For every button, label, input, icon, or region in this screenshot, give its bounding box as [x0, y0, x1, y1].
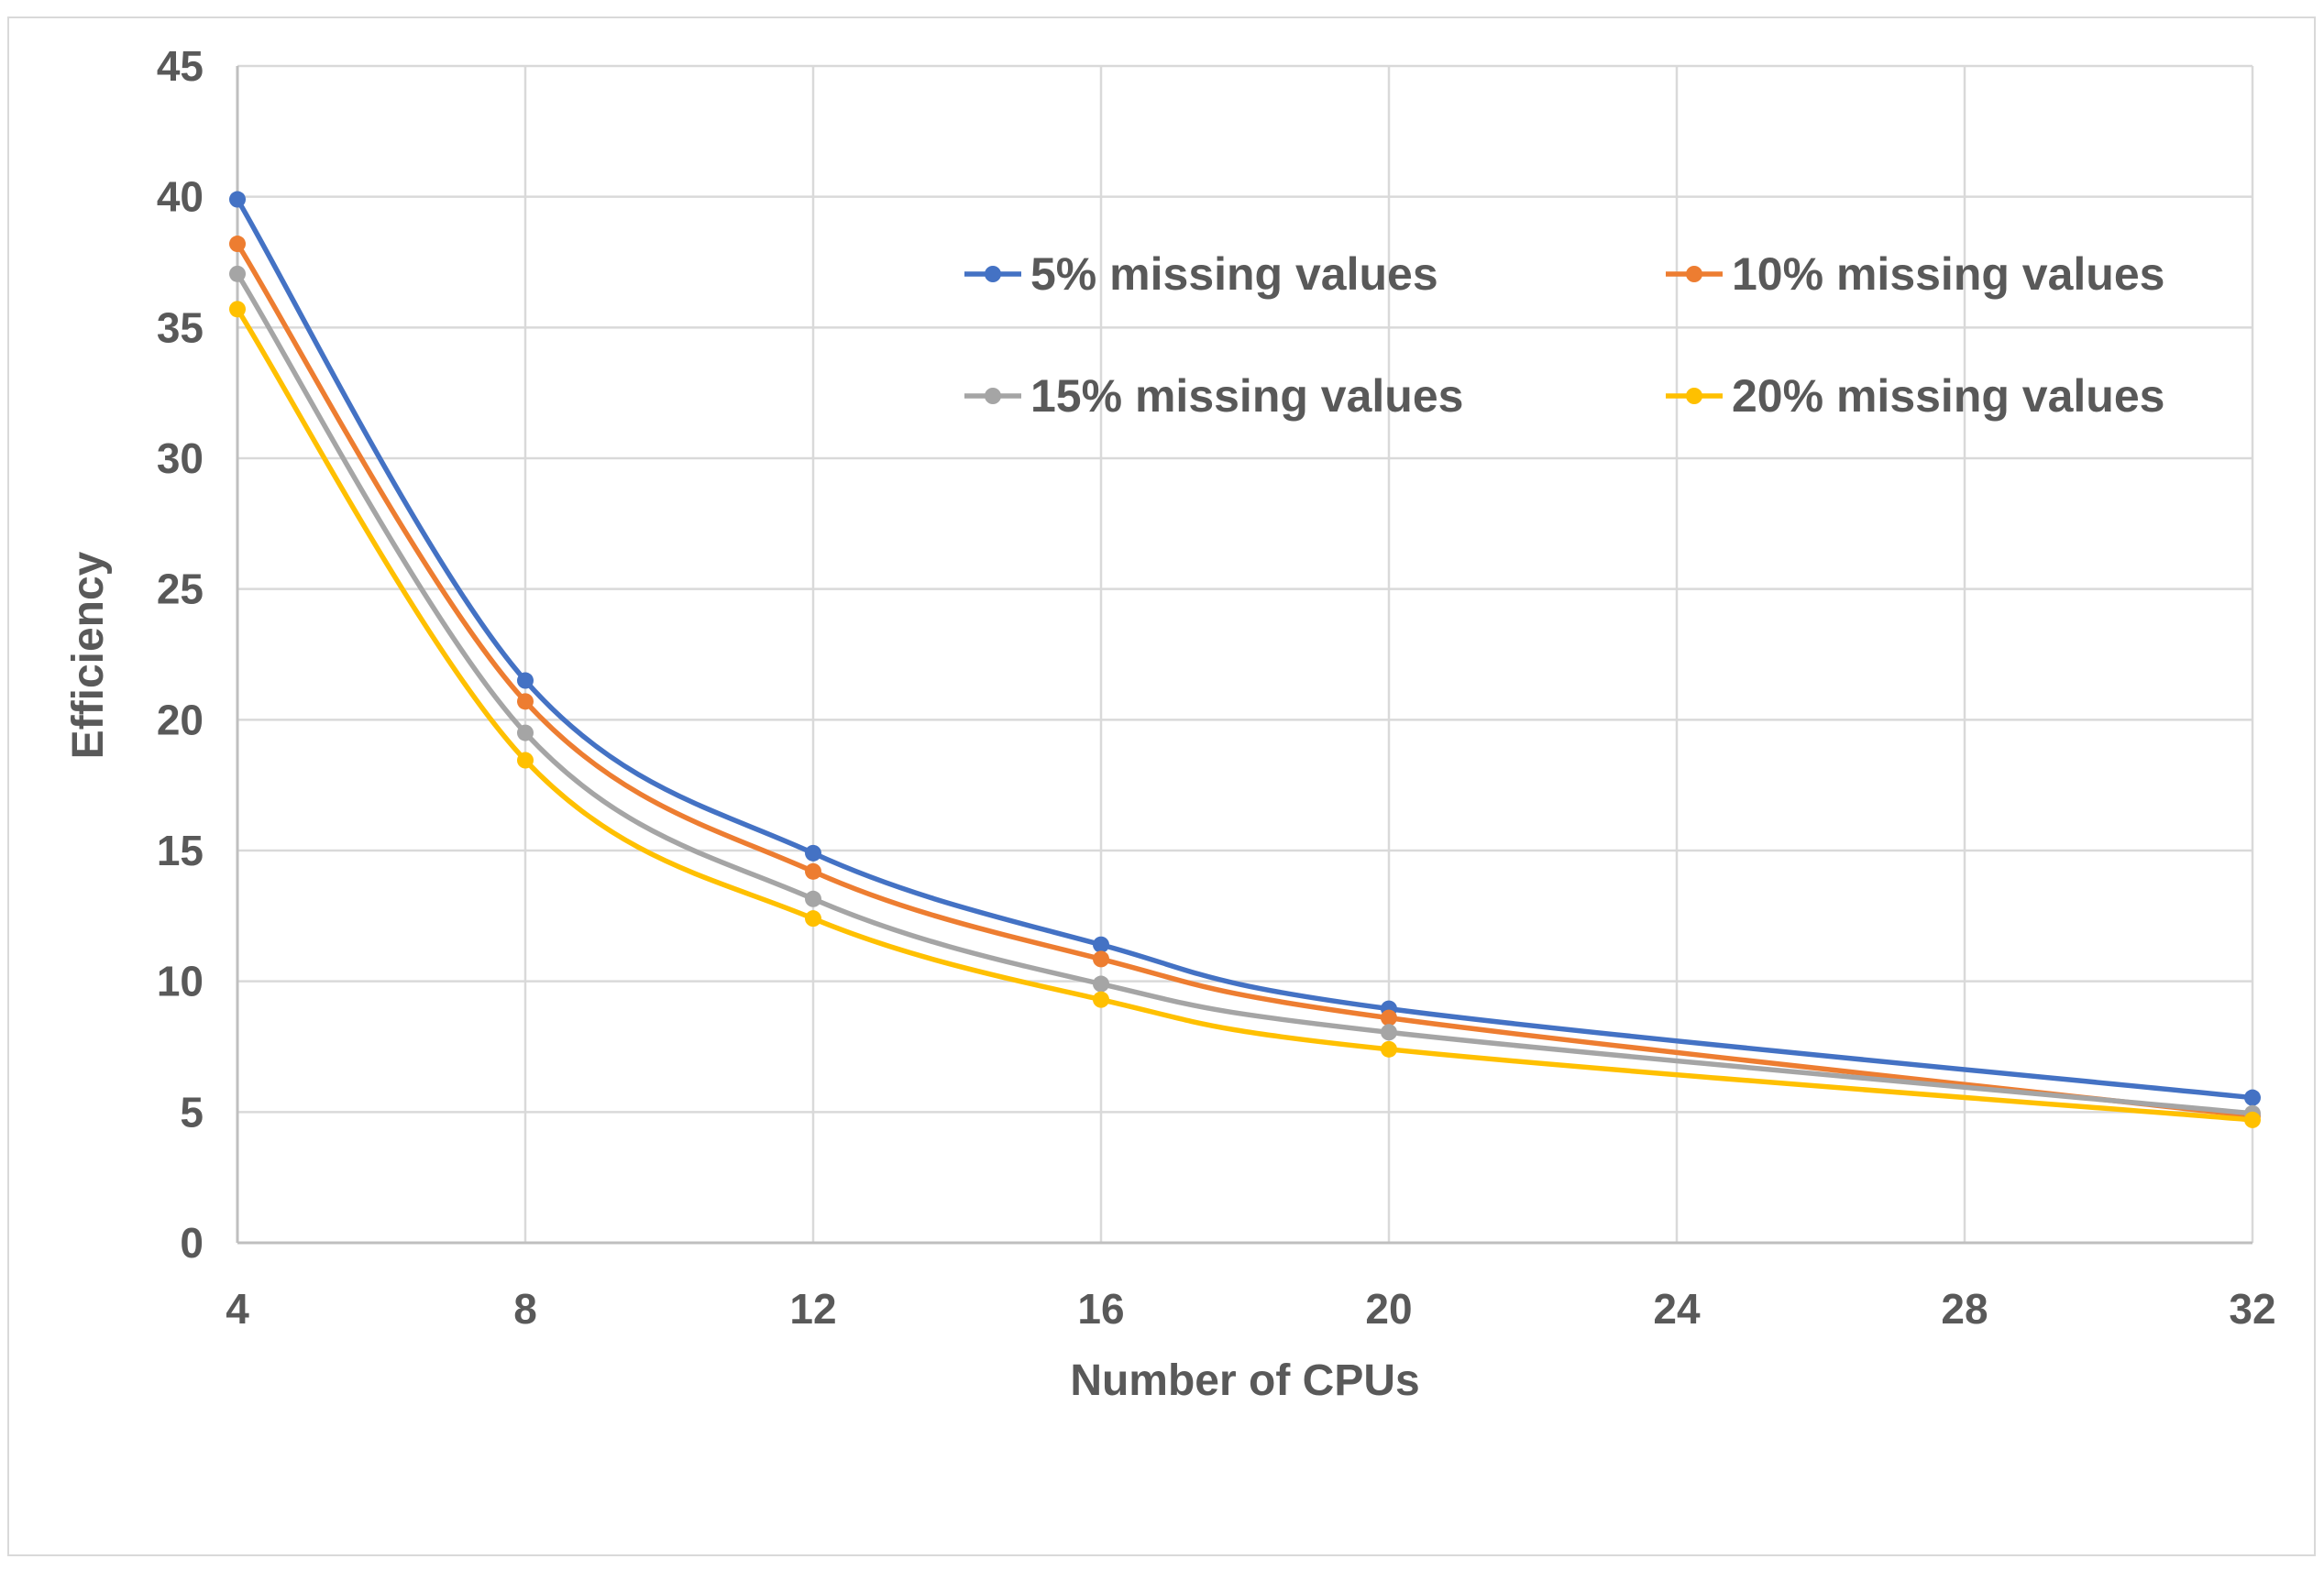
- grid-lines: [237, 64, 2254, 1243]
- data-point: [517, 724, 534, 741]
- legend-label: 10% missing values: [1732, 248, 2164, 300]
- series-line: [235, 307, 2253, 1123]
- data-point: [229, 236, 246, 253]
- legend-item: 10% missing values: [1666, 248, 2164, 300]
- data-point: [1381, 1024, 1397, 1041]
- data-point: [1093, 950, 1109, 968]
- y-tick-label: 20: [157, 696, 204, 743]
- data-point: [2244, 1089, 2261, 1106]
- data-point: [805, 910, 821, 928]
- series-4: [229, 301, 2261, 1128]
- data-point: [229, 191, 246, 208]
- legend-label: 20% missing values: [1732, 370, 2164, 422]
- legend-swatch-marker: [1686, 388, 1702, 404]
- data-point: [517, 752, 534, 769]
- x-tick-label: 12: [789, 1285, 836, 1333]
- x-tick-label: 28: [1941, 1285, 1988, 1333]
- x-tick-label: 8: [513, 1285, 537, 1333]
- y-tick-label: 10: [157, 958, 204, 1005]
- y-tick-label: 5: [180, 1088, 204, 1136]
- axes: [236, 66, 2252, 1245]
- data-point: [1093, 991, 1109, 1008]
- x-tick-label: 16: [1077, 1285, 1124, 1333]
- series-line: [235, 198, 2253, 1101]
- data-point: [517, 672, 534, 689]
- series-group: [229, 191, 2261, 1128]
- y-tick-label: 45: [157, 42, 204, 90]
- series-line: [235, 272, 2253, 1116]
- y-tick-labels: 0 5 10 15 20 25 30 35 40 45: [157, 42, 204, 1267]
- legend-swatch-marker: [985, 266, 1001, 282]
- legend-label: 15% missing values: [1030, 370, 1463, 422]
- y-tick-label: 30: [157, 434, 204, 482]
- data-point: [1093, 936, 1109, 953]
- y-tick-label: 25: [157, 565, 204, 613]
- data-point: [2244, 1111, 2261, 1128]
- x-tick-label: 32: [2229, 1285, 2275, 1333]
- data-point: [517, 693, 534, 710]
- series-1: [229, 191, 2261, 1106]
- chart-frame: [7, 16, 2316, 1556]
- legend-label: 5% missing values: [1030, 248, 1438, 300]
- y-tick-label: 0: [180, 1219, 204, 1267]
- series-2: [229, 236, 2261, 1125]
- legend-item: 20% missing values: [1666, 370, 2164, 422]
- data-point: [1381, 1009, 1397, 1027]
- x-tick-label: 24: [1653, 1285, 1701, 1333]
- y-tick-label: 40: [157, 173, 204, 221]
- y-axis-title: Efficiency: [64, 551, 113, 759]
- legend-item: 5% missing values: [964, 248, 1438, 300]
- data-point: [805, 844, 821, 862]
- x-axis-title: Number of CPUs: [1070, 1356, 1419, 1405]
- x-tick-label: 20: [1365, 1285, 1412, 1333]
- data-point: [805, 862, 821, 880]
- data-point: [1093, 975, 1109, 993]
- legend-swatch-marker: [985, 388, 1001, 404]
- data-point: [805, 890, 821, 907]
- x-tick-labels: 4 8 12 16 20 24 28 32: [226, 1285, 2275, 1333]
- data-point: [1381, 1040, 1397, 1058]
- y-tick-label: 15: [157, 827, 204, 874]
- x-tick-label: 4: [226, 1285, 249, 1333]
- series-line: [235, 242, 2253, 1119]
- legend: 5% missing values 10% missing values 15% m…: [964, 248, 2164, 422]
- legend-swatch-marker: [1686, 266, 1702, 282]
- data-point: [229, 265, 246, 282]
- y-tick-label: 35: [157, 303, 204, 351]
- legend-item: 15% missing values: [964, 370, 1463, 422]
- data-point: [229, 301, 246, 318]
